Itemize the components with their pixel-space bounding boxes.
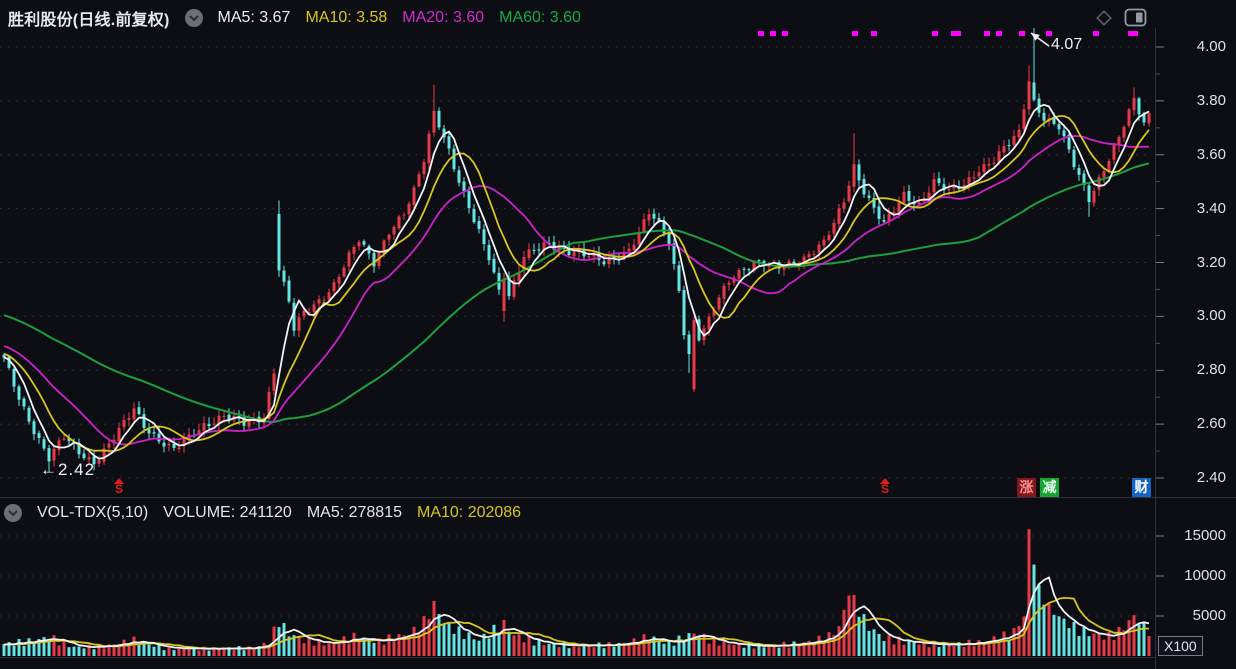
ma10-value-label: MA10: 3.58 bbox=[305, 9, 388, 26]
event-dot bbox=[984, 31, 990, 36]
price-pane-header: 胜利股份(日线.前复权) MA5: 3.67 MA10: 3.58 MA20: … bbox=[8, 6, 581, 30]
collapse-indicator-icon[interactable] bbox=[184, 9, 203, 27]
price-axis-label: 3.80 bbox=[1196, 91, 1226, 109]
volume-unit-label: X100 bbox=[1158, 636, 1203, 656]
annotation-period-low: ←2.42 bbox=[40, 460, 96, 479]
event-dot bbox=[1019, 31, 1025, 36]
ma20-value-label: MA20: 3.60 bbox=[402, 9, 485, 26]
split-panel-icon[interactable] bbox=[1124, 7, 1148, 29]
event-dot bbox=[852, 31, 858, 36]
volume-value-label: VOLUME: 241120 bbox=[163, 504, 292, 521]
event-badge[interactable]: 涨 bbox=[1017, 478, 1036, 497]
price-axis-label: 3.00 bbox=[1196, 307, 1226, 325]
volume-axis-label: 15000 bbox=[1184, 527, 1226, 544]
event-dot bbox=[758, 31, 764, 36]
volume-ma5-label: MA5: 278815 bbox=[306, 504, 402, 521]
event-dot bbox=[871, 31, 877, 36]
event-dot bbox=[1128, 31, 1138, 36]
event-dot bbox=[1093, 31, 1099, 36]
event-dot bbox=[782, 31, 788, 36]
ex-rights-marker[interactable]: S bbox=[112, 478, 126, 495]
price-axis-label: 3.20 bbox=[1196, 253, 1226, 271]
collapse-volume-icon[interactable] bbox=[4, 504, 22, 522]
annotation-period-high: 4.07 bbox=[1051, 36, 1083, 53]
event-dot bbox=[1046, 31, 1052, 36]
price-axis-label: 2.40 bbox=[1196, 469, 1226, 486]
ma60-value-label: MA60: 3.60 bbox=[499, 9, 581, 26]
header-toolbar bbox=[1093, 7, 1148, 29]
price-axis-label: 4.00 bbox=[1196, 38, 1226, 55]
price-axis-label: 3.40 bbox=[1196, 199, 1226, 217]
volume-axis-label: 5000 bbox=[1192, 607, 1226, 624]
ex-rights-marker[interactable]: S bbox=[878, 478, 892, 495]
price-axis-label: 2.80 bbox=[1196, 361, 1226, 379]
stock-title: 胜利股份(日线.前复权) bbox=[8, 12, 170, 29]
event-badge[interactable]: 财 bbox=[1132, 478, 1151, 497]
volume-indicator-name: VOL-TDX(5,10) bbox=[37, 504, 149, 521]
volume-ma10-label: MA10: 202086 bbox=[417, 504, 522, 521]
event-dot bbox=[932, 31, 938, 36]
volume-pane-header: VOL-TDX(5,10) VOLUME: 241120 MA5: 278815… bbox=[4, 504, 521, 522]
event-dot bbox=[770, 31, 776, 36]
diamond-tool-icon[interactable] bbox=[1093, 7, 1115, 29]
price-axis-label: 3.60 bbox=[1196, 145, 1226, 163]
event-badge[interactable]: 减 bbox=[1040, 478, 1059, 497]
ma5-value-label: MA5: 3.67 bbox=[217, 9, 291, 26]
price-axis-label: 2.60 bbox=[1196, 415, 1226, 433]
volume-axis-label: 10000 bbox=[1184, 567, 1226, 584]
event-dot bbox=[951, 31, 961, 36]
event-dot bbox=[996, 31, 1002, 36]
